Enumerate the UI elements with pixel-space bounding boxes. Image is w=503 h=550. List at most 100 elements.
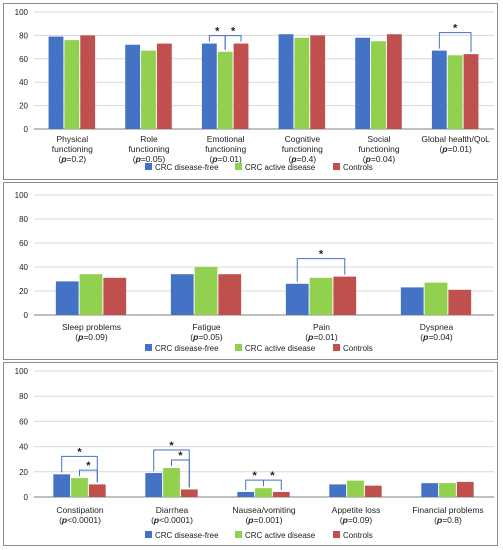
- bar: [64, 40, 80, 129]
- bar: [194, 267, 218, 315]
- chart-panel-symptoms: 0 20 40 60 80 100 Sleep problems (p=0.09) Fatigu…: [3, 182, 498, 360]
- bar: [218, 274, 242, 315]
- significance-star: *: [77, 446, 82, 458]
- category-label: functioning: [205, 144, 246, 154]
- bar: [170, 274, 194, 315]
- bar: [355, 37, 371, 129]
- bar: [255, 488, 272, 497]
- y-tick-label: 60: [19, 239, 28, 248]
- p-value-label: (p=0.09): [340, 515, 373, 525]
- bar: [278, 34, 294, 130]
- y-tick-label: 0: [24, 125, 29, 134]
- bar: [333, 276, 357, 315]
- p-value-label: (p=0.8): [434, 515, 462, 525]
- legend-swatch: [333, 531, 340, 538]
- bar: [294, 37, 310, 129]
- bar: [217, 51, 233, 129]
- p-value-label: (p<0.0001): [59, 515, 101, 525]
- legend-swatch: [145, 531, 152, 538]
- bar: [309, 277, 333, 315]
- p-value-label: (p=0.001): [245, 515, 282, 525]
- category-label: Financial problems: [412, 505, 483, 515]
- chart-panel-gi-symptoms: 0 20 40 60 80 100 Constipation (p<0.0001) Diarrh…: [3, 362, 498, 546]
- p-value-label: (p=0.05): [190, 332, 223, 342]
- category-label: Diarrhea: [156, 505, 189, 515]
- significance-star: *: [252, 470, 257, 482]
- significance-bracket: [224, 35, 242, 50]
- legend-label: Controls: [343, 531, 373, 540]
- category-label: functioning: [282, 144, 323, 154]
- p-value-label: (p=0.09): [75, 332, 108, 342]
- p-value-label: (p=0.01): [209, 154, 242, 164]
- significance-bracket: [296, 258, 346, 282]
- category-label: functioning: [358, 144, 399, 154]
- p-value-label: (p=0.05): [133, 154, 166, 164]
- bar: [364, 485, 382, 497]
- significance-star: *: [231, 26, 236, 38]
- bar: [371, 41, 386, 129]
- p-value-label: (p=0.2): [58, 154, 86, 164]
- p-value-label: (p=0.01): [439, 144, 472, 154]
- category-label: Sleep problems: [62, 322, 121, 332]
- category-label: Fatigue: [192, 322, 221, 332]
- y-tick-label: 80: [19, 215, 28, 224]
- significance-bracket: [171, 459, 190, 488]
- bar: [48, 36, 64, 129]
- legend-swatch: [333, 163, 340, 170]
- significance-star: *: [169, 440, 174, 452]
- y-tick-label: 0: [24, 311, 29, 320]
- significance-bracket: [61, 455, 98, 483]
- bar: [156, 43, 172, 130]
- p-value-label: (p<0.0001): [151, 515, 193, 525]
- legend-label: CRC active disease: [245, 531, 316, 540]
- y-tick-label: 100: [15, 8, 29, 17]
- category-label: functioning: [128, 144, 169, 154]
- bar: [310, 35, 326, 129]
- symptoms-chart: 0 20 40 60 80 100 Sleep problems(p=0.09) Fatigu…: [15, 191, 494, 353]
- bar: [386, 34, 402, 130]
- category-label: Constipation: [56, 505, 104, 515]
- y-tick-label: 80: [19, 392, 28, 401]
- bar: [71, 478, 88, 497]
- bar: [329, 484, 347, 497]
- bar: [439, 483, 456, 497]
- legend-swatch: [235, 163, 242, 170]
- category-label: Nausea/vomiting: [232, 505, 296, 515]
- chart-panel-functioning: 0 20 40 60 80 100 Physical functioning (p=0.2) Ro…: [3, 3, 498, 180]
- bar: [400, 287, 424, 315]
- category-label: Global health/QoL: [421, 134, 490, 144]
- bar: [80, 35, 96, 129]
- bar: [201, 43, 217, 130]
- significance-star: *: [319, 249, 324, 261]
- legend-label: CRC disease-free: [155, 163, 219, 172]
- y-tick-label: 80: [19, 31, 28, 40]
- legend-label: CRC disease-free: [155, 531, 219, 540]
- significance-bracket: [438, 32, 472, 53]
- bar: [424, 282, 448, 315]
- category-label: Role: [140, 134, 158, 144]
- bar: [88, 484, 106, 497]
- y-tick-label: 20: [19, 468, 28, 477]
- bar: [53, 474, 71, 497]
- significance-star: *: [86, 460, 91, 472]
- gi-symptoms-chart: 020406080100Constipation(p<0.0001)Diarrh…: [15, 367, 494, 540]
- significance-bracket: [263, 479, 282, 490]
- bar: [272, 491, 290, 497]
- y-tick-label: 40: [19, 78, 28, 87]
- significance-star: *: [453, 23, 458, 35]
- y-tick-label: 0: [24, 493, 29, 502]
- bar: [163, 468, 180, 497]
- category-label: Emotional: [207, 134, 245, 144]
- bar: [237, 491, 255, 497]
- legend-swatch: [235, 344, 242, 351]
- bar: [79, 274, 103, 315]
- y-tick-label: 20: [19, 287, 28, 296]
- y-tick-label: 100: [15, 367, 29, 376]
- legend-swatch: [145, 344, 152, 351]
- y-tick-label: 40: [19, 263, 28, 272]
- category-label: Social: [367, 134, 390, 144]
- y-tick-label: 60: [19, 55, 28, 64]
- significance-star: *: [215, 26, 220, 38]
- significance-bracket: [79, 469, 98, 483]
- legend-swatch: [235, 531, 242, 538]
